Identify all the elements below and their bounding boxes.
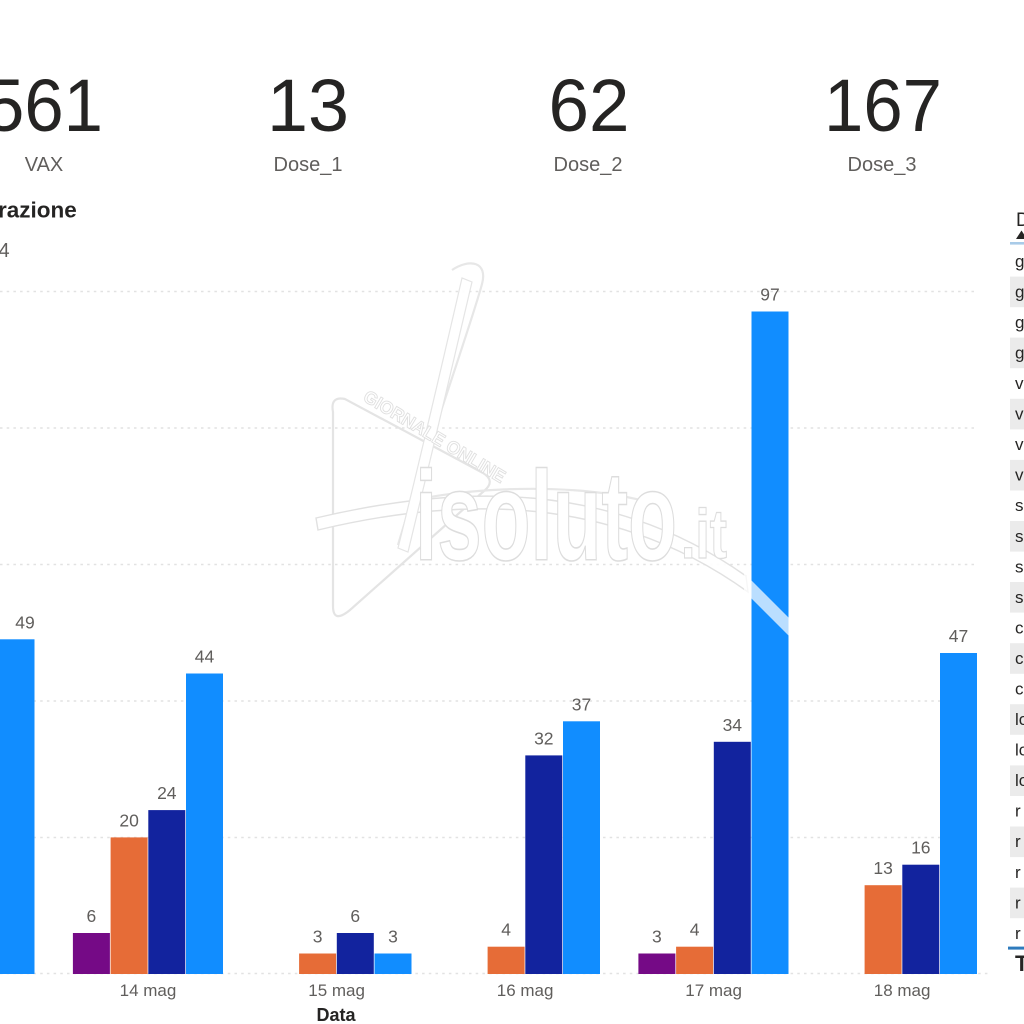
svg-text:62: 62 [549,64,630,147]
svg-text:g: g [1015,252,1024,271]
svg-text:v: v [1015,405,1024,424]
svg-text:44: 44 [195,647,215,667]
svg-text:v: v [1015,466,1024,485]
svg-text:.it: .it [681,495,727,573]
svg-text:34: 34 [723,715,743,735]
svg-text:g: g [1015,343,1024,362]
svg-text:16: 16 [911,838,930,858]
svg-text:r: r [1015,832,1021,851]
svg-text:lo: lo [1015,741,1024,760]
svg-text:13: 13 [873,858,892,878]
svg-text:3: 3 [388,927,398,947]
svg-text:4: 4 [690,920,700,940]
svg-text:15 mag: 15 mag [308,981,365,1000]
svg-text:13: 13 [267,64,349,147]
svg-text:4: 4 [0,240,10,262]
svg-text:lo: lo [1015,710,1024,729]
svg-text:T: T [1015,951,1024,976]
svg-text:r: r [1015,924,1021,943]
svg-text:r: r [1015,863,1021,882]
svg-text:561: 561 [0,64,103,147]
svg-text:g: g [1015,313,1024,332]
svg-text:s: s [1015,557,1024,576]
svg-text:isoluto: isoluto [415,445,677,587]
svg-text:c: c [1015,649,1024,668]
svg-text:20: 20 [119,810,139,830]
svg-text:Dose_3: Dose_3 [848,154,917,176]
svg-text:14 mag: 14 mag [120,981,177,1000]
svg-text:3: 3 [652,927,662,947]
svg-text:6: 6 [87,906,97,926]
svg-text:18 mag: 18 mag [874,981,931,1000]
svg-text:Data: Data [1016,210,1024,231]
svg-text:3: 3 [313,927,323,947]
svg-text:lo: lo [1015,771,1024,790]
svg-text:49: 49 [15,612,34,632]
svg-text:16 mag: 16 mag [497,981,554,1000]
svg-text:4: 4 [501,920,511,940]
svg-text:17 mag: 17 mag [685,981,742,1000]
svg-text:g: g [1015,282,1024,301]
svg-text:37: 37 [572,694,591,714]
svg-text:c: c [1015,680,1024,699]
svg-text:s: s [1015,527,1024,546]
svg-text:c: c [1015,618,1024,637]
svg-text:r: r [1015,893,1021,912]
svg-text:VAX: VAX [25,154,64,176]
svg-text:24: 24 [157,783,177,803]
svg-text:47: 47 [949,626,968,646]
svg-text:razione: razione [0,198,77,223]
svg-text:32: 32 [534,728,553,748]
svg-text:s: s [1015,588,1024,607]
svg-text:97: 97 [760,285,779,305]
svg-text:Dose_2: Dose_2 [554,154,623,176]
svg-text:167: 167 [824,64,942,147]
svg-text:6: 6 [350,906,360,926]
svg-text:v: v [1015,435,1024,454]
svg-text:v: v [1015,374,1024,393]
svg-text:r: r [1015,802,1021,821]
svg-text:Data: Data [316,1005,356,1024]
svg-text:Dose_1: Dose_1 [274,154,343,176]
svg-text:s: s [1015,496,1024,515]
